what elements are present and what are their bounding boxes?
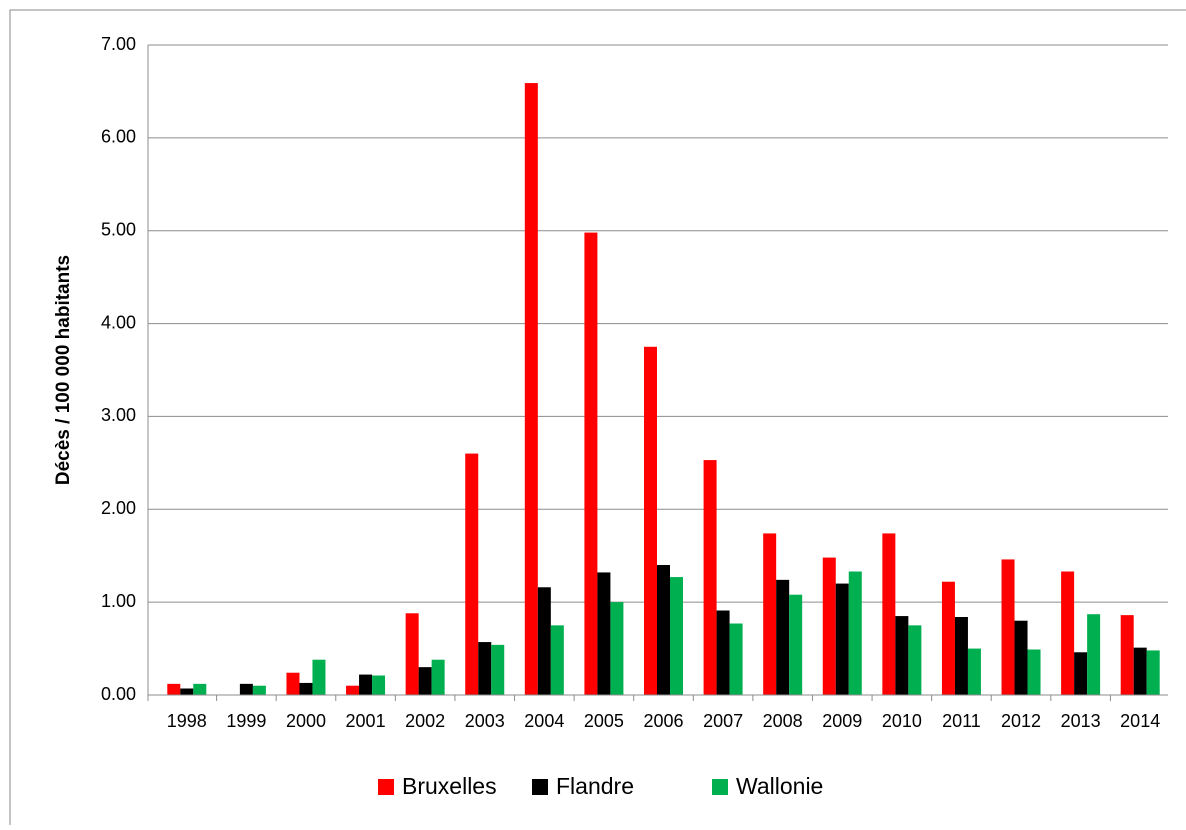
bar [252,685,266,695]
bar [167,683,181,695]
y-tick-label: 6.00 [101,127,136,147]
bar [1061,571,1075,695]
bar [584,232,598,696]
x-tick-label: 2004 [524,711,564,731]
bar [657,565,670,695]
legend-swatch [712,779,728,795]
bar [789,594,803,695]
legend-label: Wallonie [736,773,823,799]
bar [405,613,419,695]
bar [882,533,896,695]
bar [1087,614,1101,695]
x-tick-label: 2002 [405,711,445,731]
bar [954,617,968,695]
bar [1146,650,1160,695]
bar [1120,615,1134,695]
bar [822,557,836,695]
x-tick-label: 2009 [822,711,862,731]
bar [908,625,922,695]
bar [491,644,505,695]
bar [895,616,909,695]
bar [193,683,207,695]
bar [835,583,849,695]
x-tick-label: 1998 [167,711,207,731]
bar [359,674,373,695]
chart-border [9,9,1186,830]
bar [465,453,479,695]
x-tick-label: 2007 [703,711,743,731]
legend-label: Flandre [556,773,634,799]
legend-label: Bruxelles [402,773,497,799]
x-tick-label: 2001 [346,711,386,731]
bar [1001,559,1015,695]
bar [537,587,551,695]
y-tick-label: 1.00 [101,591,136,611]
x-tick-label: 2000 [286,711,326,731]
bar [478,642,492,695]
bar [716,610,730,695]
bar [418,667,432,695]
x-tick-label: 2013 [1061,711,1101,731]
y-tick-label: 2.00 [101,498,136,518]
y-tick-label: 3.00 [101,405,136,425]
x-tick-label: 2006 [643,711,683,731]
bar [703,460,717,695]
bar [1074,652,1088,695]
x-tick-label: 2008 [763,711,803,731]
bar [550,625,564,695]
legend-swatch [378,779,394,795]
x-tick-label: 2005 [584,711,624,731]
y-axis-label: Décès / 100 000 habitants [53,255,74,485]
bar [597,572,611,695]
bar [286,672,300,695]
bar [299,682,313,695]
x-tick-label: 2012 [1001,711,1041,731]
y-tick-label: 5.00 [101,219,136,239]
bar [610,602,624,695]
x-tick-label: 1999 [226,711,266,731]
bar [431,659,445,695]
x-tick-label: 2011 [942,711,981,731]
bar [524,83,538,696]
x-tick-label: 2010 [882,711,922,731]
legend-swatch [532,779,548,795]
bar [763,533,777,695]
x-tick-label: 2014 [1120,711,1160,731]
y-tick-label: 0.00 [101,684,136,704]
x-tick-label: 2003 [465,711,505,731]
y-tick-label: 4.00 [101,312,136,332]
bar [1014,620,1028,695]
bar [1027,649,1041,695]
bar [776,579,790,695]
y-tick-label: 7.00 [101,34,136,54]
bar [180,688,194,695]
bar [670,577,683,695]
bar [372,675,386,695]
bar [967,648,981,695]
bar [729,623,743,695]
bar [848,571,862,695]
bar [1133,647,1147,695]
bar [239,683,253,695]
bar [941,581,955,695]
bar [644,346,657,695]
bar [346,685,360,695]
bar [312,659,326,695]
